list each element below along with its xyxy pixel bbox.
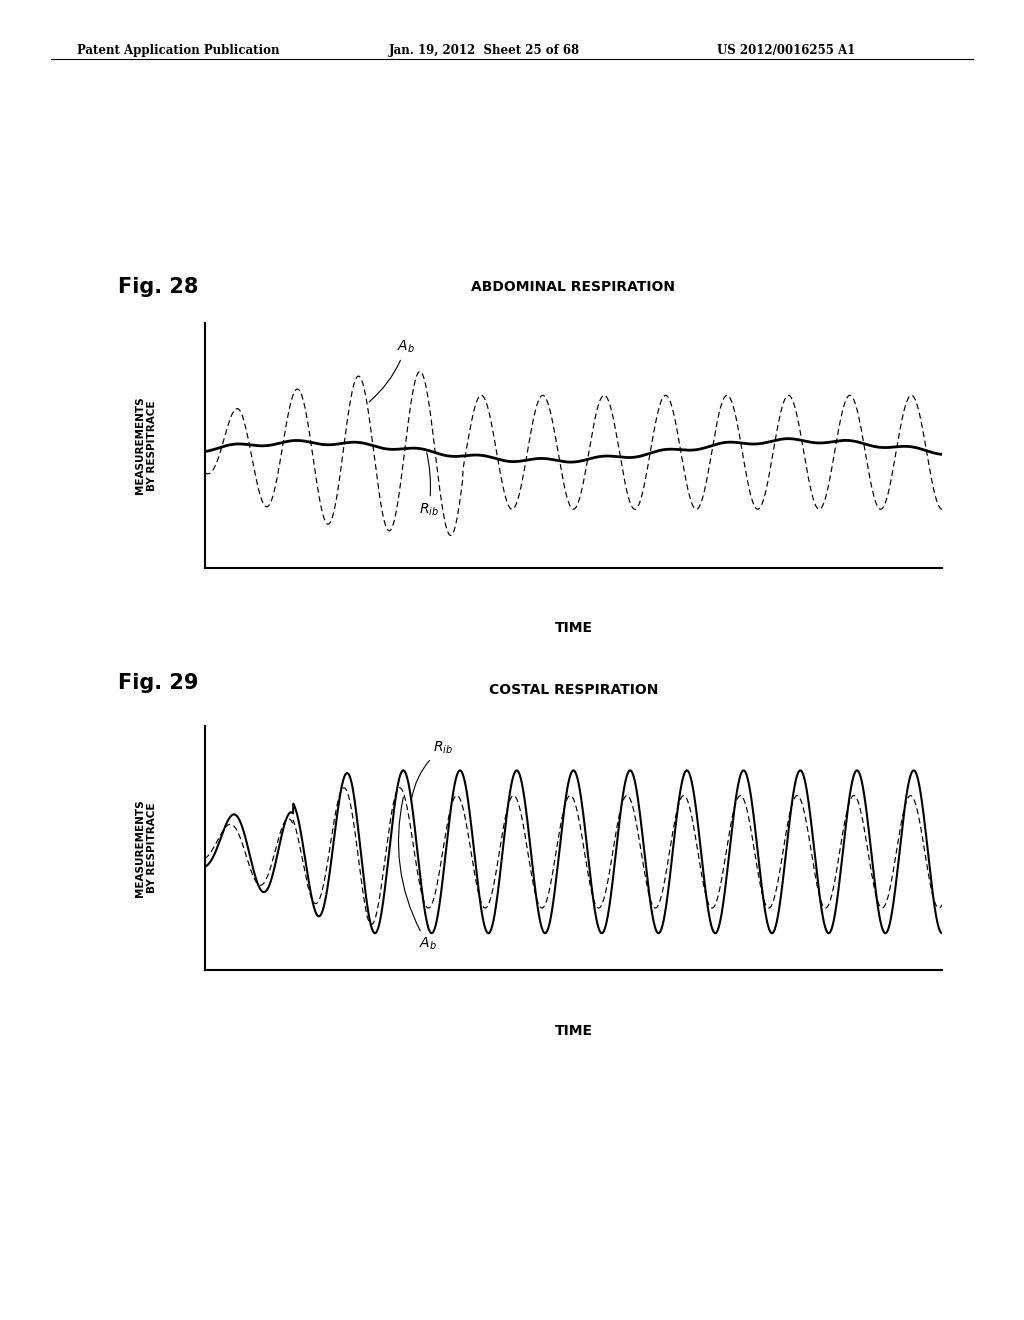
Text: $A_b$: $A_b$ bbox=[398, 797, 436, 953]
Text: Fig. 28: Fig. 28 bbox=[118, 277, 198, 297]
Text: Jan. 19, 2012  Sheet 25 of 68: Jan. 19, 2012 Sheet 25 of 68 bbox=[389, 44, 581, 57]
Text: Patent Application Publication: Patent Application Publication bbox=[77, 44, 280, 57]
Text: MEASUREMENTS
BY RESPITRACE: MEASUREMENTS BY RESPITRACE bbox=[135, 800, 157, 896]
Text: ABDOMINAL RESPIRATION: ABDOMINAL RESPIRATION bbox=[471, 280, 676, 294]
Text: $R_{ib}$: $R_{ib}$ bbox=[419, 453, 438, 517]
Text: Fig. 29: Fig. 29 bbox=[118, 673, 199, 693]
Text: US 2012/0016255 A1: US 2012/0016255 A1 bbox=[717, 44, 855, 57]
Text: TIME: TIME bbox=[554, 622, 593, 635]
Text: MEASUREMENTS
BY RESPITRACE: MEASUREMENTS BY RESPITRACE bbox=[135, 397, 157, 494]
Text: $A_b$: $A_b$ bbox=[370, 338, 415, 401]
Text: COSTAL RESPIRATION: COSTAL RESPIRATION bbox=[488, 682, 658, 697]
Text: TIME: TIME bbox=[554, 1024, 593, 1038]
Text: $R_{ib}$: $R_{ib}$ bbox=[412, 739, 454, 797]
